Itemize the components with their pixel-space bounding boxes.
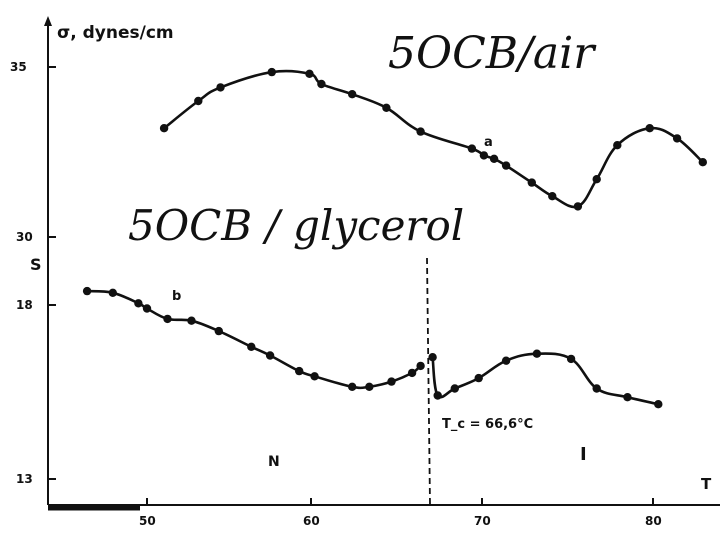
transition-label: T_c = 66,6°C (442, 417, 533, 432)
series-b-point-6 (214, 326, 223, 336)
series-a-point-1 (194, 96, 203, 106)
series-b-point-22 (566, 354, 576, 364)
series-a-point-2 (216, 83, 225, 92)
x-tick-label-80: 80 (645, 514, 662, 528)
series-b-point-4 (163, 314, 172, 324)
series-a-point-13 (527, 178, 536, 187)
series-b-point-25 (654, 400, 663, 409)
series-a-point-12 (501, 161, 511, 170)
series-a-point-5 (317, 79, 326, 89)
series-b-point-5 (187, 316, 196, 325)
series-b-point-18 (450, 384, 459, 393)
series-b-point-3 (142, 304, 152, 313)
handwritten-middle: 5OCB / glycerol (128, 201, 464, 250)
y-tick-label-18: 18 (16, 298, 33, 312)
series-b-point-2 (134, 299, 143, 308)
y-top-axis-label: σ, dynes/cm (57, 23, 174, 43)
series-a-point-4 (305, 69, 314, 79)
y-axis-arrow (44, 16, 52, 26)
series-a-point-20 (698, 158, 707, 167)
series-a-point-3 (267, 67, 276, 77)
series-b-point-0 (82, 286, 92, 296)
series-b-point-11 (348, 382, 357, 391)
series-b-point-23 (592, 384, 601, 393)
series-b-point-14 (407, 368, 417, 378)
series-a-point-9 (467, 144, 477, 153)
series-b-line-1 (85, 289, 422, 390)
handwritten-top: 5OCB/air (388, 28, 597, 79)
series-a-point-16 (592, 175, 601, 184)
series-b-point-17 (433, 391, 442, 400)
series-a-point-11 (489, 154, 499, 163)
series-a-point-17 (613, 141, 622, 150)
series-a-point-14 (548, 192, 557, 201)
series-a-point-15 (573, 202, 583, 211)
y-tick-label-30: 30 (16, 230, 33, 244)
x-tick-label-60: 60 (303, 514, 320, 528)
phase-label-i: I (580, 444, 587, 465)
series-b-point-13 (387, 377, 396, 386)
y-tick-label-35: 35 (10, 60, 27, 74)
series-a-point-19 (672, 134, 682, 143)
series-b-point-9 (295, 366, 304, 376)
series-b-point-21 (532, 349, 542, 358)
x-tick-label-50: 50 (139, 514, 156, 528)
x-tick-label-70: 70 (474, 514, 491, 528)
series-b-label: b (172, 289, 181, 304)
x-axis-label: T (701, 475, 712, 493)
series-layer (82, 67, 707, 409)
series-b-point-10 (310, 372, 319, 381)
series-a-point-0 (159, 124, 169, 133)
series-a-point-18 (645, 124, 654, 133)
series-b-point-15 (416, 361, 425, 371)
series-b-point-12 (365, 382, 374, 391)
series-b-point-20 (501, 356, 511, 365)
series-a-point-6 (348, 90, 357, 99)
series-b-point-19 (474, 373, 483, 383)
series-b-point-24 (623, 393, 632, 402)
series-b-line-2 (431, 352, 660, 406)
series-a-line (162, 69, 705, 209)
series-a-point-7 (382, 103, 391, 113)
series-a-label: a (484, 135, 493, 150)
series-a-point-8 (416, 127, 425, 136)
phase-label-n: N (268, 454, 280, 470)
series-b-point-16 (428, 353, 437, 362)
transition-line (426, 257, 431, 506)
axes-layer (44, 16, 720, 511)
series-a-point-10 (479, 151, 489, 160)
series-b-point-8 (265, 351, 275, 360)
series-b-point-1 (108, 288, 118, 297)
series-b-point-7 (247, 342, 256, 351)
y-tick-label-13: 13 (16, 472, 33, 486)
y-bottom-axis-label: S (30, 255, 42, 274)
